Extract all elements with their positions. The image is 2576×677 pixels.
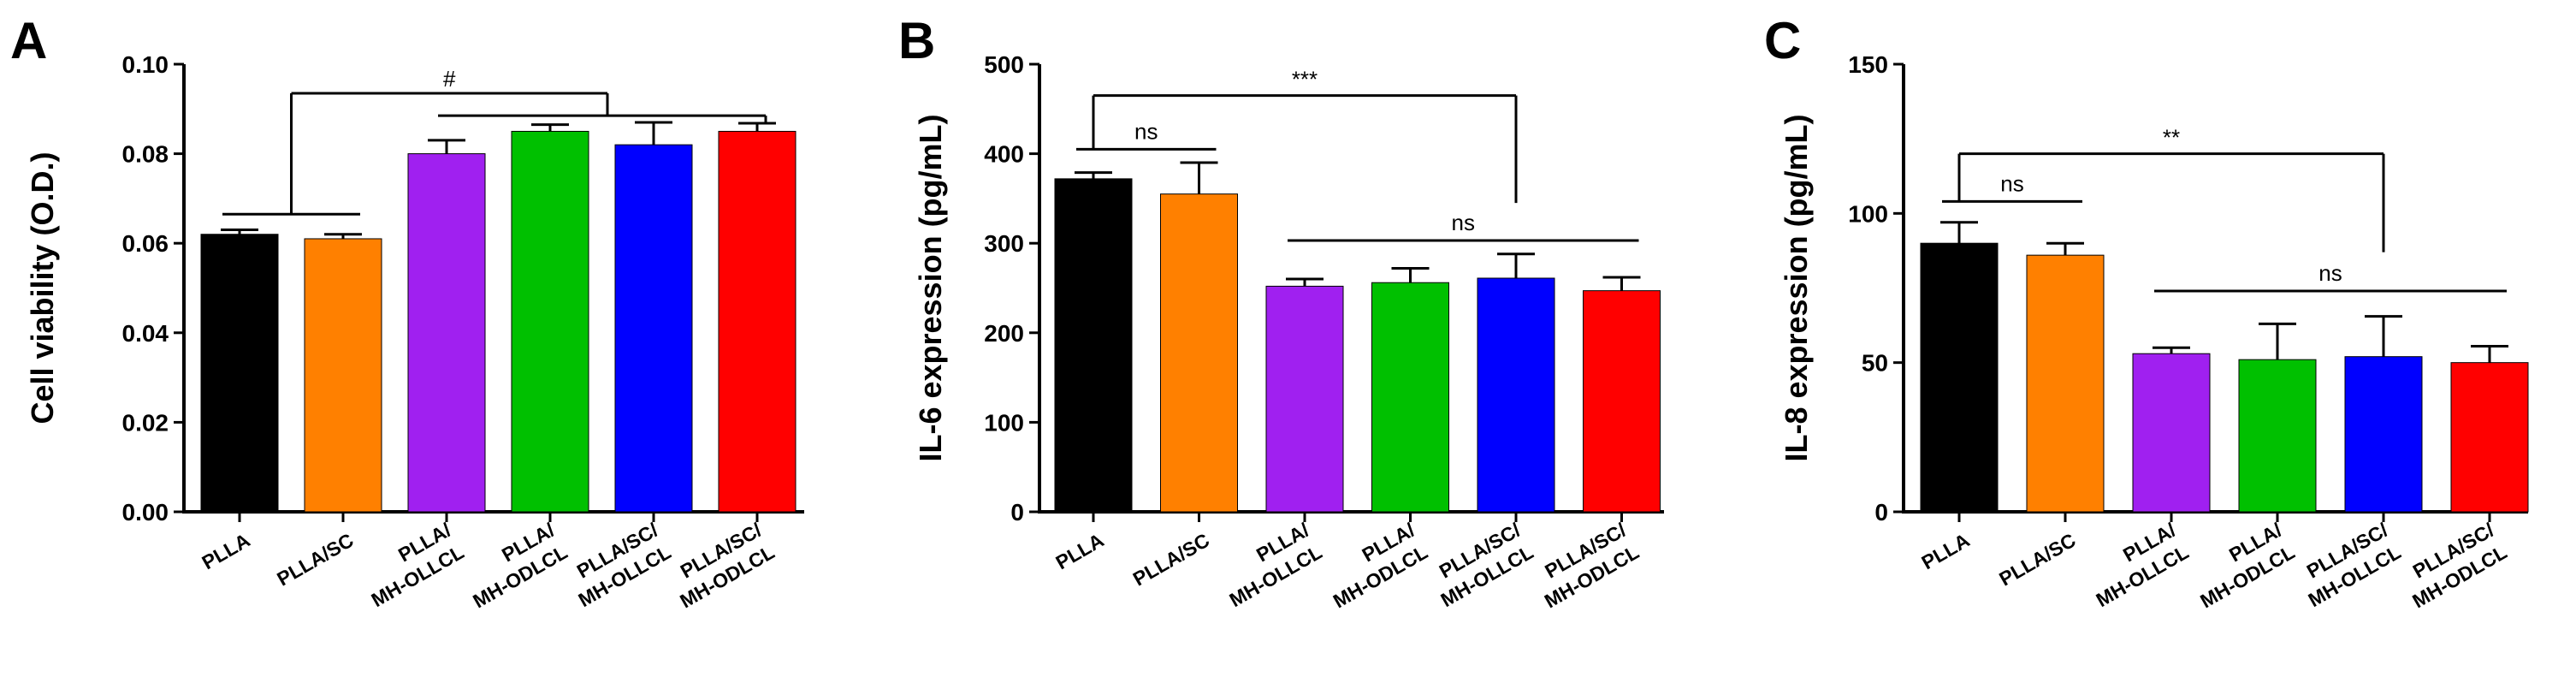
- bar: [1160, 193, 1238, 513]
- y-axis-label: IL-8 expression (pg/mL): [1779, 114, 1814, 461]
- bar: [1477, 277, 1555, 513]
- y-tick-label: 500: [984, 51, 1024, 78]
- bar: [2132, 353, 2211, 513]
- sig-label: ns: [2000, 170, 2023, 196]
- y-tick-label: 0: [1874, 499, 1888, 526]
- y-tick-label: 100: [1848, 200, 1888, 227]
- x-tick-label: PLLA/MH-ODLCL: [456, 518, 571, 612]
- bar: [2344, 356, 2423, 513]
- bar: [1054, 178, 1133, 513]
- sig-label: ***: [1292, 67, 1318, 92]
- panel-c: C IL-8 expression (pg/mL) 0 50 100 150 PLLA PLL…: [1764, 12, 2529, 613]
- y-axis-label: Cell viability (O.D.): [25, 151, 60, 424]
- bar: [1920, 242, 1999, 513]
- x-tick-label: PLLA/SC/MH-OLLCL: [562, 518, 676, 611]
- x-tick-label: PLLA/SC/MH-OLLCL: [2292, 518, 2406, 611]
- y-tick-label: 0.06: [122, 230, 169, 257]
- x-tick-label: PLLA/SC/MH-ODLCL: [663, 518, 779, 612]
- sig-label: #: [443, 66, 456, 92]
- bar: [2450, 362, 2529, 513]
- y-tick-label: 0.04: [122, 320, 169, 347]
- panel-letter: C: [1764, 12, 1801, 69]
- y-tick-label: 0.10: [122, 51, 169, 78]
- bar: [304, 238, 382, 513]
- x-tick-label: PLLA/MH-ODLCL: [2183, 518, 2299, 612]
- x-tick-label: PLLA/MH-ODLCL: [1317, 518, 1432, 612]
- y-tick-label: 0: [1010, 499, 1024, 526]
- bar: [1583, 290, 1661, 513]
- panel-a: A Cell viability (O.D.) 0.00 0.02 0.04 0.06 0.…: [10, 12, 804, 613]
- sig-label: ns: [2318, 260, 2342, 286]
- x-tick-label: PLLA: [1917, 529, 1973, 574]
- x-tick-label: PLLA/SC/MH-ODLCL: [1528, 518, 1643, 612]
- y-tick-label: 200: [984, 320, 1024, 347]
- y-tick-label: 0.08: [122, 141, 169, 168]
- bar: [718, 130, 796, 513]
- y-tick-label: 150: [1848, 51, 1888, 78]
- y-tick-label: 300: [984, 230, 1024, 257]
- sig-label: ns: [1134, 118, 1158, 144]
- x-tick-label: PLLA/SC: [1129, 529, 1213, 591]
- x-tick-label: PLLA: [198, 529, 253, 574]
- y-axis-label: IL-6 expression (pg/mL): [913, 114, 948, 461]
- x-tick-label: PLLA/MH-OLLCL: [355, 518, 469, 611]
- bar: [2026, 254, 2105, 513]
- bar: [407, 153, 486, 513]
- bar: [200, 234, 279, 513]
- y-tick-label: 0.00: [122, 499, 169, 526]
- bar: [511, 130, 589, 513]
- panel-letter: B: [898, 12, 935, 69]
- bar: [2238, 359, 2317, 513]
- x-tick-label: PLLA/SC/MH-ODLCL: [2395, 518, 2511, 612]
- y-tick-label: 400: [984, 141, 1024, 168]
- x-tick-label: PLLA/SC/MH-OLLCL: [1424, 518, 1538, 611]
- x-tick-label: PLLA/MH-OLLCL: [1213, 518, 1327, 611]
- bar: [1265, 285, 1344, 513]
- panel-letter: A: [10, 12, 47, 69]
- x-tick-label: PLLA/MH-OLLCL: [2080, 518, 2194, 611]
- sig-label: ns: [1452, 210, 1475, 235]
- x-tick-label: PLLA/SC: [1995, 529, 2079, 591]
- x-tick-label: PLLA/SC: [273, 529, 357, 591]
- panel-b: B IL-6 expression (pg/mL) 0 100 200 300 400 500…: [898, 12, 1664, 613]
- y-tick-label: 0.02: [122, 409, 169, 436]
- y-tick-label: 50: [1862, 350, 1888, 377]
- bar: [1371, 282, 1449, 513]
- x-tick-label: PLLA: [1051, 529, 1107, 574]
- y-tick-label: 100: [984, 409, 1024, 436]
- sig-label: **: [2163, 125, 2180, 151]
- bar: [614, 144, 693, 513]
